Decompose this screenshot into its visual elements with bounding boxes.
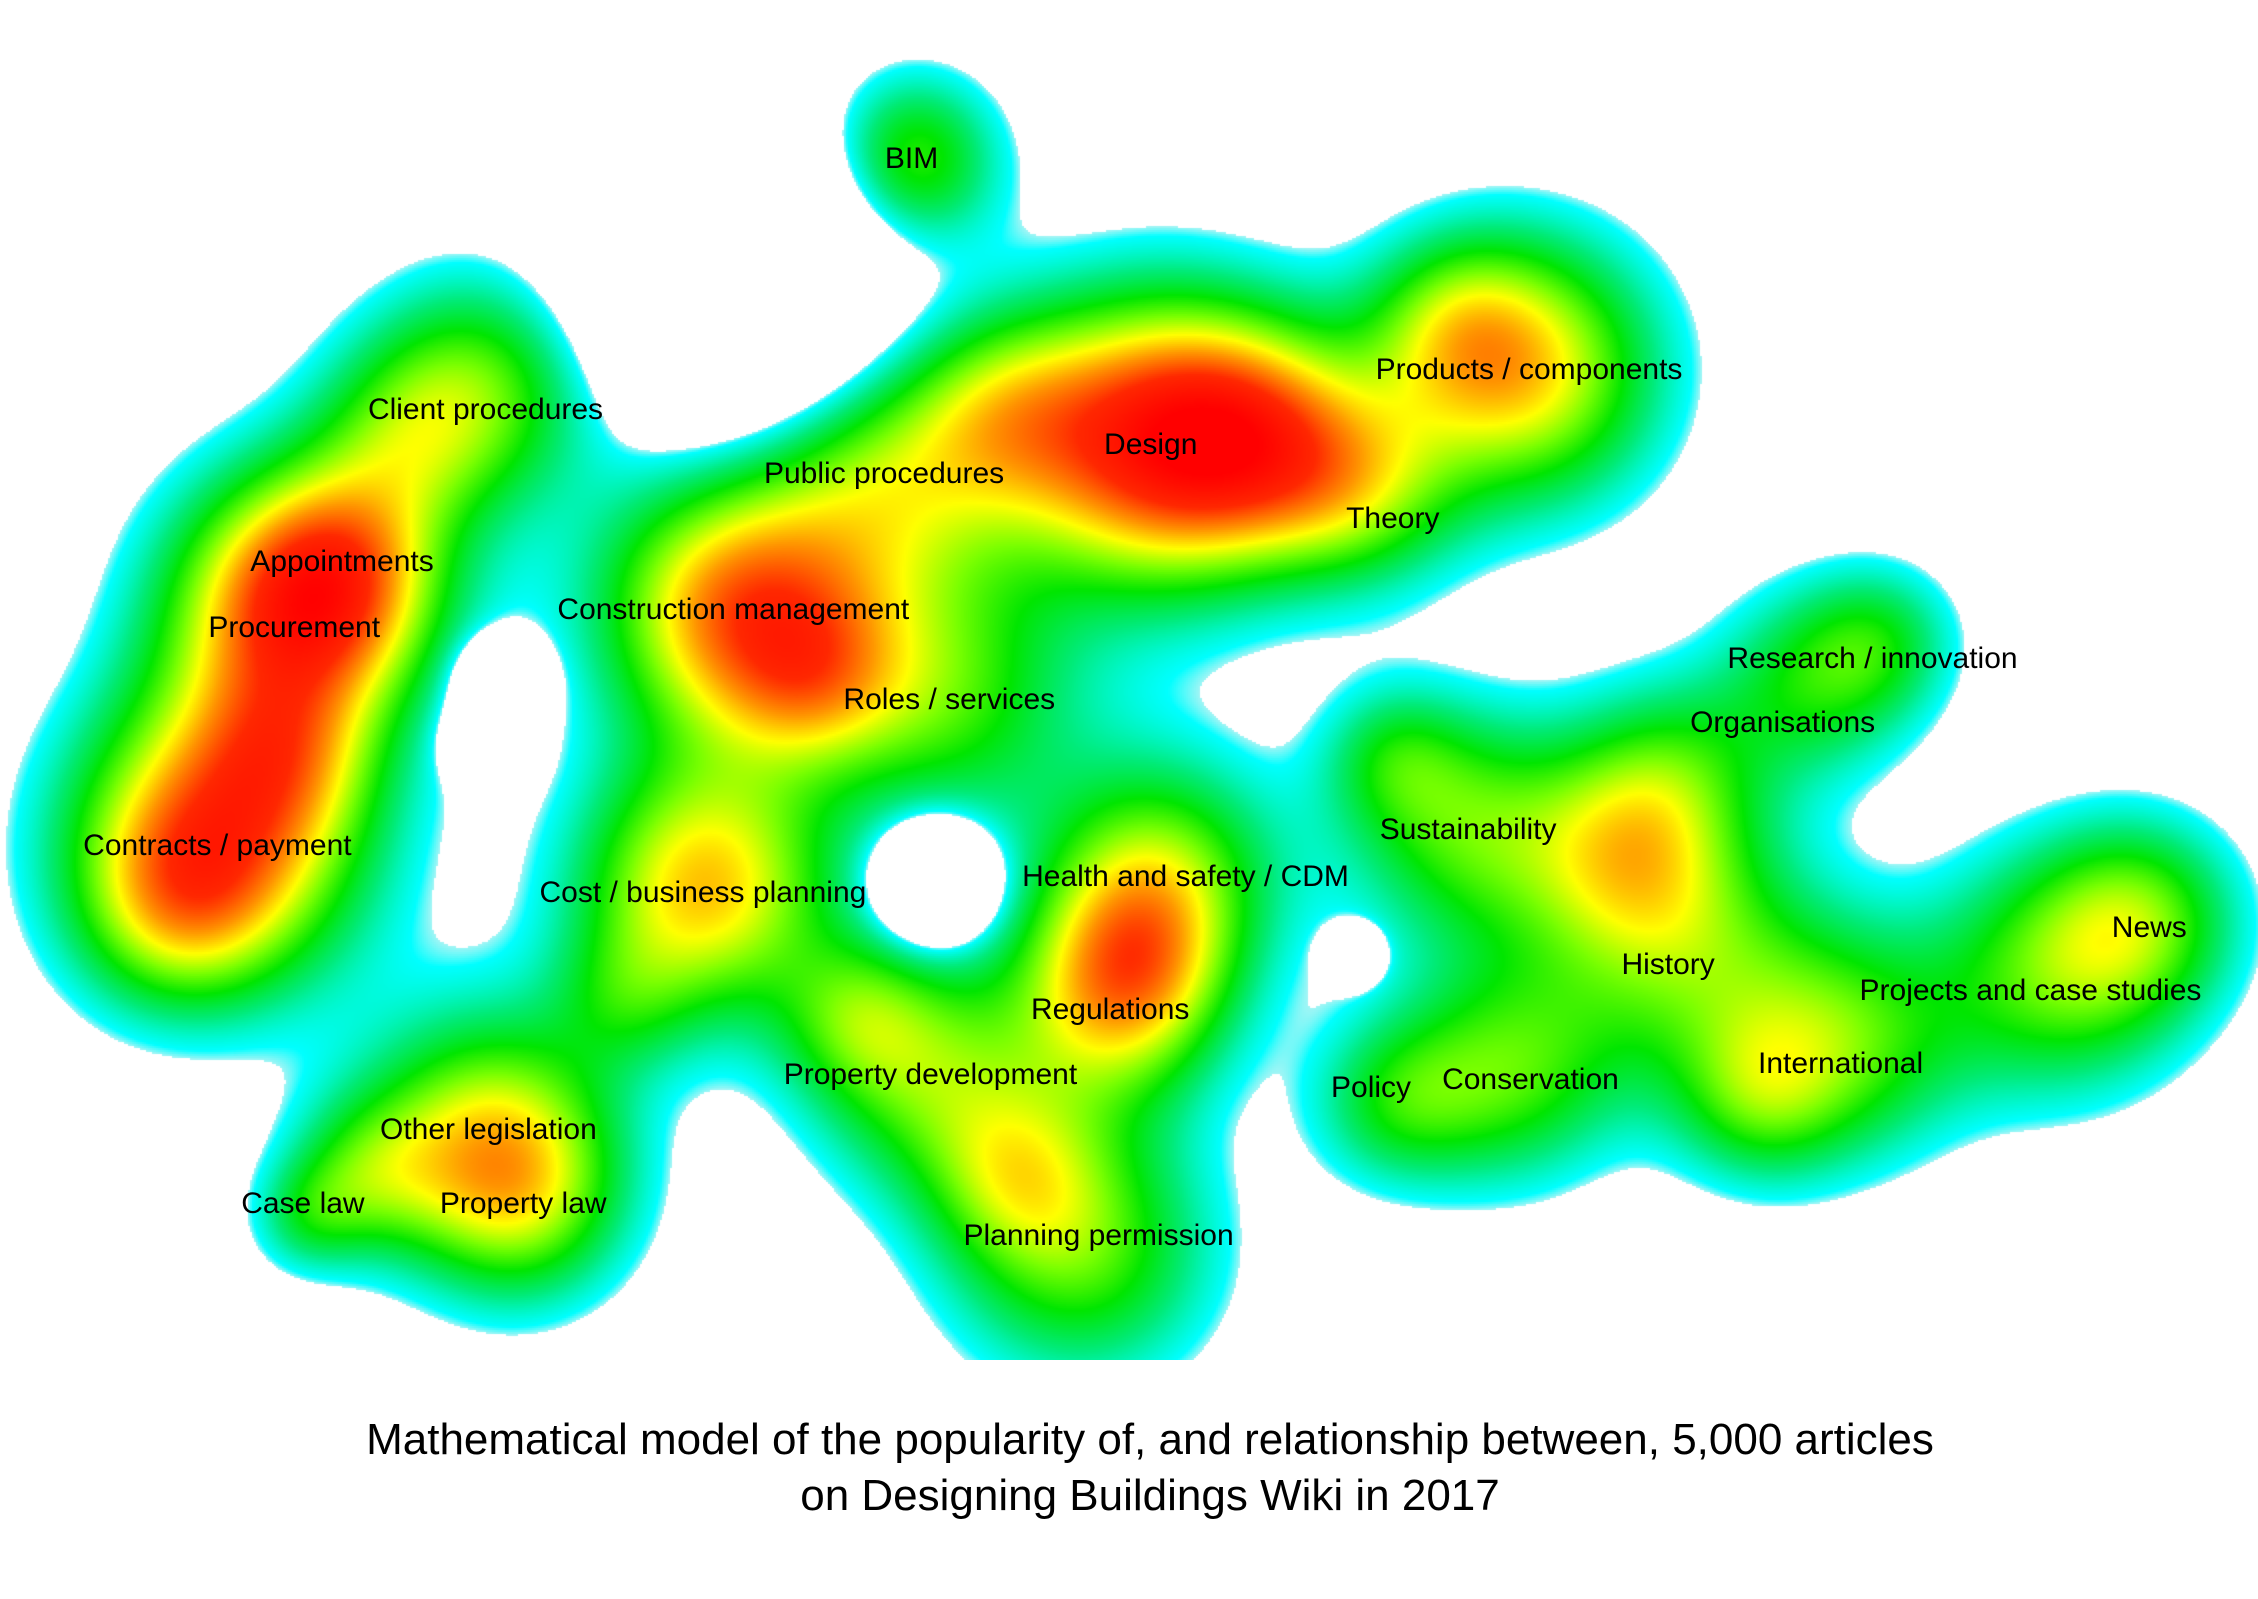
- topic-label-health-safety-cdm: Health and safety / CDM: [1022, 859, 1349, 893]
- caption-line-1: Mathematical model of the popularity of,…: [366, 1415, 1934, 1464]
- topic-label-procurement: Procurement: [208, 610, 381, 644]
- topic-label-regulations: Regulations: [1030, 993, 1190, 1027]
- topic-label-other-legislation: Other legislation: [380, 1113, 597, 1147]
- topic-label-public-procedures: Public procedures: [763, 456, 1005, 490]
- topic-label-conservation: Conservation: [1442, 1062, 1619, 1096]
- topic-label-contracts-payment: Contracts / payment: [83, 829, 352, 863]
- topic-label-property-law: Property law: [439, 1187, 607, 1221]
- topic-label-projects-case-studies: Projects and case studies: [1859, 974, 2202, 1008]
- topic-label-property-development: Property development: [783, 1058, 1078, 1092]
- topic-label-roles-services: Roles / services: [843, 683, 1056, 716]
- density-heatmap: [0, 0, 2258, 1360]
- topic-label-construction-management: Construction management: [557, 593, 910, 627]
- topic-label-research-innovation: Research / innovation: [1727, 642, 2018, 676]
- topic-label-case-law: Case law: [241, 1187, 365, 1221]
- topic-label-appointments: Appointments: [250, 545, 434, 579]
- topic-label-sustainability: Sustainability: [1379, 813, 1557, 847]
- topic-label-international: International: [1758, 1046, 1924, 1080]
- topic-label-history: History: [1621, 948, 1715, 982]
- topic-label-news: News: [2111, 910, 2187, 944]
- figure-caption: Mathematical model of the popularity of,…: [0, 1412, 2258, 1524]
- topic-label-design: Design: [1104, 427, 1198, 461]
- topic-label-cost-business-planning: Cost / business planning: [539, 875, 867, 909]
- topic-label-client-procedures: Client procedures: [367, 393, 604, 427]
- heatmap-diagram: BIM Client procedures Public procedures …: [0, 0, 2258, 1360]
- topic-label-organisations: Organisations: [1690, 706, 1876, 740]
- topic-label-bim: BIM: [884, 142, 939, 176]
- topic-label-planning-permission: Planning permission: [963, 1219, 1234, 1253]
- topic-label-policy: Policy: [1331, 1071, 1412, 1105]
- topic-label-products-components: Products / components: [1375, 352, 1683, 386]
- caption-line-2: on Designing Buildings Wiki in 2017: [800, 1471, 1500, 1520]
- topic-label-theory: Theory: [1346, 501, 1440, 535]
